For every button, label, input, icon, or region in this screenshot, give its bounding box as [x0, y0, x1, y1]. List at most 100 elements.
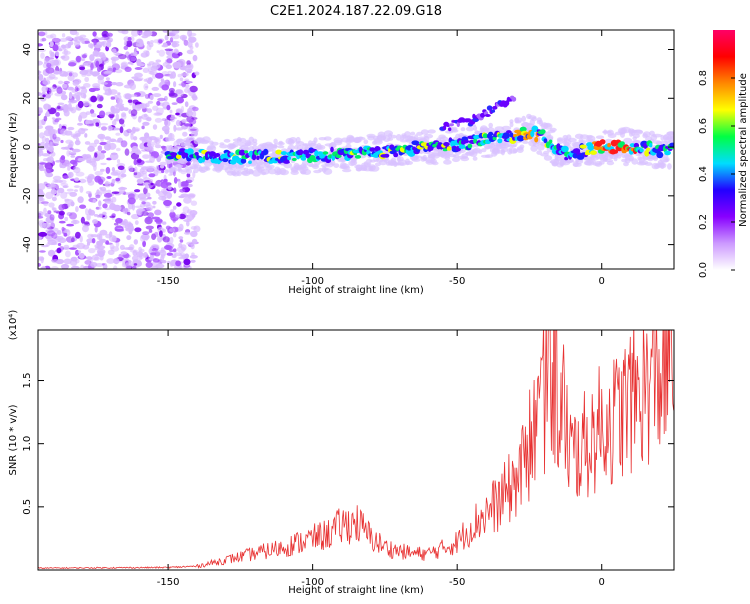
track-halo [279, 169, 289, 176]
noise-blob [131, 145, 139, 153]
track-blob [314, 150, 319, 157]
noise-blob [85, 190, 92, 195]
noise-blob [78, 38, 85, 41]
track-blob [383, 153, 390, 158]
noise-blob [148, 229, 153, 233]
track-halo [578, 139, 587, 144]
track-halo [302, 159, 309, 167]
noise-blob [61, 165, 66, 169]
noise-blob [132, 103, 136, 110]
noise-blob [90, 262, 98, 268]
track-blob [646, 147, 651, 151]
noise-blob [175, 260, 182, 267]
noise-blob [83, 83, 91, 88]
noise-blob [142, 67, 150, 74]
noise-blob [106, 41, 112, 48]
noise-blob [119, 126, 124, 134]
noise-blob [111, 196, 117, 203]
snr-x-tick-label: -100 [301, 577, 324, 588]
noise-blob [68, 91, 73, 99]
noise-blob [171, 254, 177, 259]
noise-blob [70, 133, 78, 138]
track-halo [509, 122, 514, 128]
noise-blob [95, 194, 101, 199]
track-halo [607, 133, 617, 139]
track-halo [616, 154, 622, 159]
noise-blob [77, 100, 84, 109]
noise-blob [104, 200, 114, 204]
heatmap-x-tick-label: -50 [449, 276, 465, 287]
heatmap-y-tick-label: 0 [22, 144, 33, 150]
noise-blob [147, 100, 154, 104]
noise-blob [159, 161, 168, 166]
noise-blob [79, 204, 87, 209]
noise-blob [44, 142, 49, 148]
noise-blob [69, 212, 77, 220]
noise-blob [51, 138, 58, 142]
noise-blob [119, 105, 125, 111]
noise-blob [84, 141, 91, 145]
noise-blob [110, 96, 116, 100]
noise-blob [113, 222, 119, 226]
noise-blob [146, 142, 152, 147]
track-blob [639, 148, 644, 153]
noise-blob [67, 103, 72, 110]
noise-blob [167, 260, 171, 265]
noise-blob [48, 91, 53, 96]
track-halo [168, 137, 176, 142]
noise-blob [128, 94, 138, 98]
noise-blob [189, 128, 197, 131]
noise-blob [169, 228, 176, 233]
noise-blob [149, 146, 154, 153]
noise-blob [115, 82, 124, 87]
track-halo [283, 162, 293, 169]
noise-blob [63, 232, 68, 237]
noise-blob [45, 111, 50, 116]
noise-blob [142, 146, 149, 150]
noise-blob [166, 191, 172, 200]
noise-blob [38, 70, 42, 74]
track-blob [516, 135, 525, 142]
noise-blob [137, 261, 143, 267]
noise-blob [65, 250, 71, 258]
track-blob [579, 144, 587, 149]
track-halo [666, 131, 674, 136]
track-halo [277, 145, 285, 149]
noise-blob [189, 210, 198, 216]
secondary-track-blob [484, 114, 491, 117]
noise-blob [189, 32, 197, 37]
noise-blob [119, 244, 125, 250]
noise-blob [39, 250, 46, 253]
noise-blob [100, 186, 107, 192]
noise-blob [69, 159, 77, 165]
noise-blob [38, 74, 44, 81]
noise-blob [110, 246, 120, 252]
noise-blob [68, 150, 72, 155]
noise-blob [78, 178, 87, 184]
noise-blob [94, 244, 102, 248]
noise-blob [146, 41, 151, 45]
track-halo [501, 125, 512, 131]
noise-blob [118, 54, 127, 60]
track-halo [491, 148, 500, 155]
noise-blob [86, 119, 94, 124]
track-halo [395, 134, 402, 141]
noise-blob [38, 147, 42, 154]
track-halo [546, 134, 554, 141]
track-blob [534, 136, 539, 143]
noise-blob [55, 160, 62, 163]
track-blob [227, 151, 232, 158]
noise-blob [97, 145, 103, 152]
noise-blob [133, 172, 138, 176]
noise-blob [135, 41, 145, 47]
track-halo [323, 136, 332, 141]
track-halo [543, 150, 550, 155]
noise-blob [88, 248, 96, 254]
noise-blob [169, 116, 177, 120]
noise-blob [45, 236, 51, 240]
noise-blob [59, 156, 66, 164]
noise-blob [73, 166, 79, 170]
noise-blob [124, 66, 132, 73]
noise-blob [111, 236, 117, 242]
noise-blob [42, 94, 46, 98]
